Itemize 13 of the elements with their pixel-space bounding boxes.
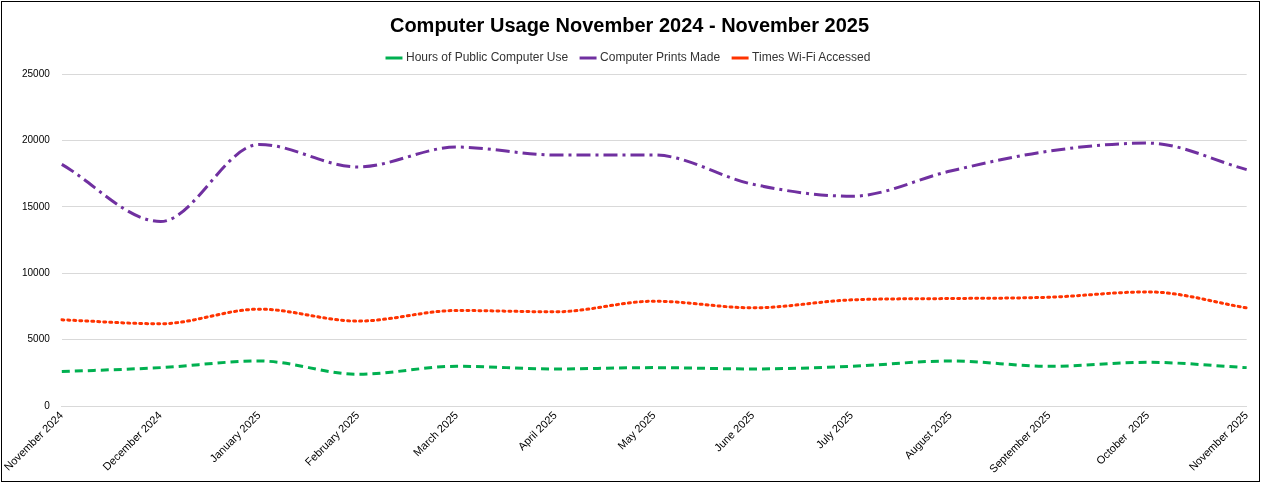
y-tick-label: 10000 — [22, 267, 51, 279]
line-series — [60, 290, 1249, 326]
y-tick-label: 15000 — [22, 200, 51, 212]
line-series — [60, 141, 1249, 223]
y-tick-label: 5000 — [27, 333, 51, 345]
y-tick-label: 0 — [44, 399, 51, 411]
chart-title: Computer Usage November 2024 - November 2025 — [389, 13, 870, 36]
line-series — [60, 359, 1249, 376]
y-tick-label: 25000 — [22, 67, 51, 79]
legend-label: Times Wi-Fi Accessed — [752, 50, 871, 65]
legend-label: Computer Prints Made — [600, 50, 721, 65]
y-tick-label: 20000 — [22, 134, 51, 146]
legend-label: Hours of Public Computer Use — [406, 50, 569, 65]
